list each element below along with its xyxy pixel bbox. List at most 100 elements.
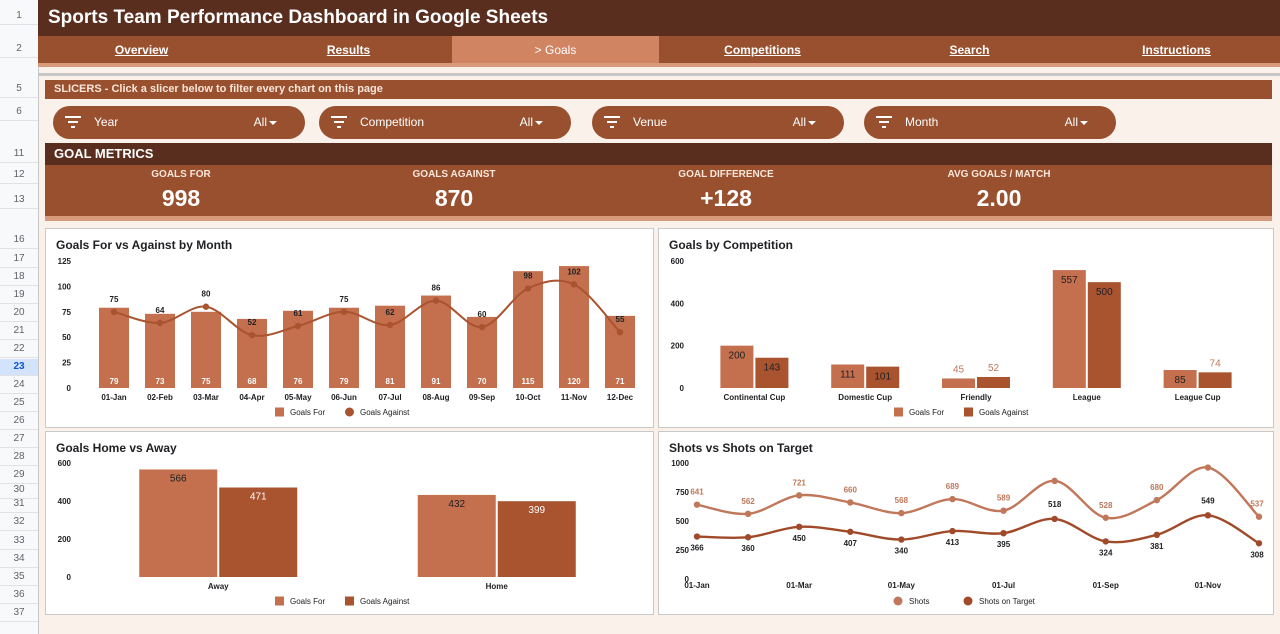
row-number[interactable]: 17	[13, 253, 25, 264]
row-number[interactable]: 26	[13, 415, 25, 426]
row-number[interactable]: 21	[13, 325, 25, 336]
row-gridline	[0, 447, 38, 448]
row-number[interactable]: 24	[13, 379, 25, 390]
x-tick-label: Friendly	[960, 393, 992, 402]
metric-card: GOALS AGAINST 870	[318, 165, 590, 212]
point-shots-on-target	[744, 534, 752, 541]
line-value-label: 80	[202, 290, 211, 299]
point-goals-against	[294, 322, 302, 330]
slicer-month[interactable]: Month All	[864, 106, 1116, 139]
row-header-gutter: 1 2 5 6 11 12 13 16 17 18 19 20 21 22 23 24 25 26 27 28 29 30…	[0, 0, 39, 634]
line-value-label: 98	[524, 271, 533, 280]
metric-card: AVG GOALS / MATCH 2.00	[863, 165, 1135, 212]
y-tick-label: 250	[676, 546, 690, 555]
row-gridline	[0, 585, 38, 586]
nav-tab-instructions[interactable]: Instructions	[1142, 43, 1211, 57]
row-number[interactable]: 22	[13, 343, 25, 354]
nav-tab-goals[interactable]: > Goals	[452, 36, 659, 63]
metric-value: 998	[161, 185, 201, 211]
point-value-label: 721	[793, 478, 807, 487]
point-shots-on-target	[847, 528, 854, 535]
point-value-label: 528	[1099, 501, 1113, 510]
row-number[interactable]: 28	[13, 451, 25, 462]
metric-value: 870	[434, 185, 474, 211]
chart-title: Shots vs Shots on Target	[669, 441, 813, 455]
nav-tab-results[interactable]: Results	[326, 43, 371, 57]
bar-goals-against	[497, 501, 576, 577]
metric-label: AVG GOALS / MATCH	[947, 169, 1051, 180]
y-tick-label: 600	[58, 459, 72, 468]
row-number[interactable]: 35	[13, 571, 25, 582]
row-gridline	[0, 567, 38, 568]
metric-value: +128	[700, 185, 752, 211]
slicer-venue[interactable]: Venue All	[592, 106, 844, 139]
row-number[interactable]: 6	[16, 106, 22, 117]
row-number[interactable]: 20	[13, 307, 25, 318]
point-shots-on-target	[898, 536, 905, 543]
metric-label: GOAL DIFFERENCE	[678, 169, 774, 180]
row-number[interactable]: 2	[16, 43, 22, 54]
row-gridline	[0, 24, 38, 25]
point-value-label: 340	[895, 547, 909, 556]
bar-value-label: 115	[522, 377, 535, 386]
bar-value-label: 85	[1175, 375, 1187, 386]
nav-tab-competitions[interactable]: Competitions	[724, 43, 801, 57]
row-number[interactable]: 29	[13, 469, 25, 480]
chart-goals-by-competition[interactable]: Goals by Competition 0 200 400 600 200 143 Con…	[658, 228, 1274, 428]
freeze-line[interactable]	[38, 73, 1280, 76]
chart-shots-vs-target[interactable]: Shots vs Shots on Target 0 250 500 750 1000 0…	[658, 431, 1274, 615]
nav-tab-overview[interactable]: Overview	[114, 43, 169, 57]
point-goals-against	[110, 308, 118, 315]
bar-value-label: 52	[988, 363, 1000, 374]
row-gridline	[0, 183, 38, 184]
row-number[interactable]: 11	[13, 148, 25, 159]
row-number[interactable]: 30	[13, 484, 25, 495]
row-number[interactable]: 25	[13, 397, 25, 408]
row-number[interactable]: 18	[13, 271, 25, 282]
goals-by-month-svg: 0 25 50 75 100 125 79 01-Jan 73 02-Feb 75 03-Mar 68 0…	[58, 257, 635, 417]
row-number[interactable]: 27	[13, 433, 25, 444]
slicer-value: All	[519, 115, 533, 129]
slicer-label: Competition	[360, 115, 425, 129]
line-value-label: 102	[567, 267, 581, 276]
bar-value-label: 566	[170, 473, 187, 484]
x-tick-label: 01-Jan	[101, 393, 126, 402]
row-number[interactable]: 37	[13, 607, 25, 618]
legend-swatch	[893, 596, 903, 606]
chart-title: Goals by Competition	[669, 238, 794, 252]
x-tick-label: 01-Sep	[1093, 581, 1119, 590]
chevron-down-icon	[535, 121, 543, 125]
row-number[interactable]: 23	[0, 359, 38, 375]
y-tick-label: 75	[62, 308, 71, 317]
slicer-competition[interactable]: Competition All	[319, 106, 571, 139]
bar-goals-against	[977, 376, 1010, 388]
metric-label: GOALS AGAINST	[412, 169, 496, 180]
metric-card: GOALS FOR 998	[45, 165, 317, 212]
bar-goals-against	[866, 366, 900, 388]
slicer-year[interactable]: Year All	[53, 106, 305, 139]
row-number[interactable]: 32	[13, 516, 25, 527]
legend-label: Shots on Target	[979, 597, 1036, 606]
row-number[interactable]: 13	[13, 194, 25, 205]
chart-goals-by-month[interactable]: Goals For vs Against by Month 0 25 50 75 100…	[45, 228, 654, 428]
slicer-label: Year	[94, 115, 119, 129]
bar-goals-for	[942, 378, 975, 388]
row-gridline	[0, 603, 38, 604]
row-number[interactable]: 34	[13, 553, 25, 564]
row-number[interactable]: 5	[16, 83, 22, 94]
row-number[interactable]: 31	[13, 498, 25, 509]
row-number[interactable]: 16	[13, 234, 25, 245]
row-number[interactable]: 33	[13, 535, 25, 546]
goals-home-away-svg: 0 200 400 600 566 471 Away 432 399 Home Goals For G…	[58, 459, 576, 606]
row-gridline	[0, 621, 38, 622]
row-number[interactable]: 1	[16, 10, 22, 21]
bar-goals-for	[1163, 370, 1197, 388]
row-gridline	[0, 303, 38, 304]
chart-goals-home-away[interactable]: Goals Home vs Away 0 200 400 600 566 471 Away 4…	[45, 431, 654, 615]
y-tick-label: 100	[58, 282, 72, 291]
row-number[interactable]: 12	[13, 169, 25, 180]
row-number[interactable]: 36	[13, 589, 25, 600]
bar-value-label: 557	[1061, 275, 1078, 286]
nav-tab-search[interactable]: Search	[949, 43, 990, 57]
row-number[interactable]: 19	[13, 289, 25, 300]
